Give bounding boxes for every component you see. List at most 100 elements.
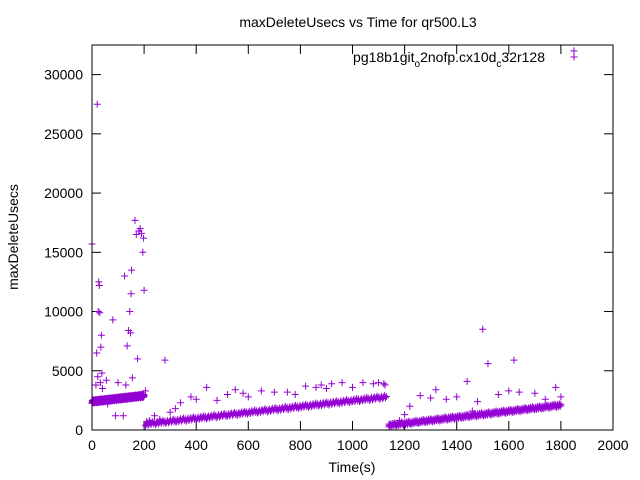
data-point: [283, 388, 291, 396]
x-axis-label: Time(s): [329, 459, 376, 475]
data-point: [382, 392, 390, 400]
data-point: [98, 385, 106, 393]
y-tick-label: 5000: [52, 363, 83, 379]
data-point: [127, 329, 135, 337]
data-point: [131, 216, 139, 224]
data-point: [166, 408, 174, 416]
data-point: [171, 405, 179, 413]
x-axis-ticks: 0 200 400 600 800 1000 1200 1400 1600 1800 2000: [88, 45, 629, 453]
legend-label-main: pg18b1git: [353, 49, 415, 65]
data-point: [484, 360, 492, 368]
data-point: [141, 387, 149, 395]
data-point: [177, 399, 185, 407]
data-point: [328, 380, 336, 388]
data-point: [531, 389, 539, 397]
data-point: [338, 379, 346, 387]
data-point: [139, 248, 147, 256]
x-tick-label: 400: [185, 437, 209, 453]
legend: pg18b1gito2nofp.cx10dc32r128: [353, 49, 578, 70]
data-point: [442, 395, 450, 403]
data-point: [381, 394, 389, 402]
data-point: [515, 388, 523, 396]
data-point: [223, 390, 231, 398]
y-axis-label: maxDeleteUsecs: [5, 184, 21, 290]
data-point: [128, 374, 136, 382]
data-point: [427, 394, 435, 402]
x-tick-label: 0: [88, 437, 96, 453]
data-point: [369, 380, 377, 388]
data-point: [192, 395, 200, 403]
data-point: [474, 398, 482, 406]
x-tick-label: 2000: [597, 437, 628, 453]
x-tick-label: 1000: [337, 437, 368, 453]
data-point: [401, 411, 409, 419]
data-point: [302, 382, 310, 390]
data-point: [244, 393, 252, 401]
data-point: [187, 393, 195, 401]
x-tick-label: 200: [132, 437, 156, 453]
data-point: [136, 225, 144, 233]
data-point: [126, 308, 134, 316]
data-points: [88, 47, 578, 431]
data-point: [557, 393, 565, 401]
data-point: [257, 387, 265, 395]
legend-label: pg18b1gito2nofp.cx10dc32r128: [353, 49, 545, 70]
data-point: [213, 396, 221, 404]
data-point: [291, 390, 299, 398]
y-tick-label: 30000: [44, 67, 83, 83]
data-point: [317, 381, 325, 389]
data-point: [121, 272, 129, 280]
data-point: [151, 412, 159, 420]
data-point: [93, 349, 101, 357]
data-point: [463, 377, 471, 385]
data-point: [123, 342, 131, 350]
legend-label-mid: 2nofp.cx10d: [420, 49, 496, 65]
x-tick-label: 800: [289, 437, 313, 453]
x-tick-label: 1200: [389, 437, 420, 453]
y-tick-label: 10000: [44, 304, 83, 320]
data-point: [406, 402, 414, 410]
data-point: [122, 381, 130, 389]
data-point: [128, 266, 136, 274]
data-point: [140, 391, 148, 399]
y-tick-label: 15000: [44, 244, 83, 260]
chart-title: maxDeleteUsecs vs Time for qr500.L3: [239, 14, 477, 30]
data-point: [93, 100, 101, 108]
data-point: [97, 331, 105, 339]
data-point: [127, 290, 135, 298]
data-point: [161, 356, 169, 364]
y-tick-label: 20000: [44, 185, 83, 201]
data-point: [92, 381, 100, 389]
data-point: [134, 355, 142, 363]
data-point: [570, 47, 578, 55]
y-tick-label: 0: [75, 422, 83, 438]
data-point: [140, 234, 148, 242]
data-point: [96, 309, 104, 317]
data-point: [119, 412, 127, 420]
data-point: [111, 412, 119, 420]
data-point: [552, 383, 560, 391]
data-point: [137, 229, 145, 237]
data-point: [203, 383, 211, 391]
data-point: [557, 401, 565, 409]
data-point: [95, 281, 103, 289]
data-point: [94, 308, 102, 316]
legend-marker: [570, 53, 578, 61]
x-tick-label: 1800: [545, 437, 576, 453]
y-tick-label: 25000: [44, 126, 83, 142]
data-point: [322, 385, 330, 393]
x-tick-label: 1400: [441, 437, 472, 453]
data-point: [541, 395, 549, 403]
legend-label-end: 32r128: [501, 49, 545, 65]
data-point: [132, 231, 140, 239]
x-tick-label: 600: [237, 437, 261, 453]
data-point: [510, 356, 518, 364]
data-point: [375, 379, 383, 387]
data-point: [416, 392, 424, 400]
plot-frame: [91, 44, 614, 431]
data-point: [114, 379, 122, 387]
data-point: [94, 373, 102, 381]
legend-label-sub2: c: [496, 59, 501, 70]
data-point: [556, 402, 564, 410]
